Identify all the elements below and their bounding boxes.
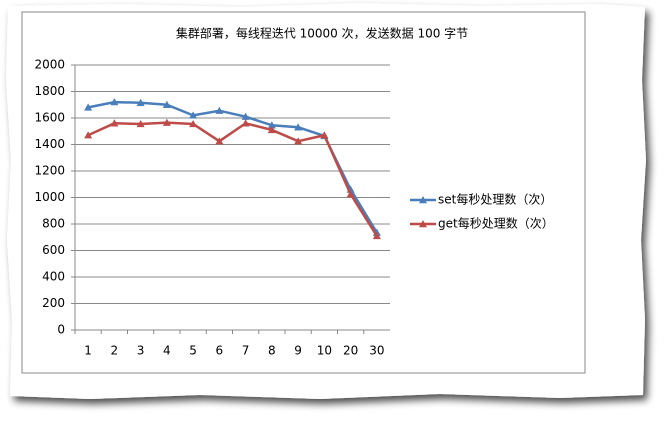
x-tick-label: 10 — [317, 344, 332, 358]
x-tick-label: 3 — [137, 344, 145, 358]
y-tick-label: 1200 — [34, 164, 65, 178]
y-tick-label: 1000 — [34, 190, 65, 204]
point-marker — [241, 112, 250, 120]
point-marker — [241, 119, 250, 127]
chart-title: 集群部署，每线程迭代 10000 次，发送数据 100 字节 — [176, 26, 468, 41]
legend-marker — [419, 196, 427, 204]
point-marker — [189, 111, 198, 119]
y-tick-label: 1400 — [34, 137, 65, 151]
point-marker — [294, 137, 303, 145]
point-marker — [346, 190, 355, 198]
x-tick-label: 8 — [268, 344, 276, 358]
y-tick-label: 200 — [42, 296, 65, 310]
y-tick-label: 1600 — [34, 111, 65, 125]
point-marker — [110, 98, 119, 106]
point-marker — [267, 125, 276, 134]
y-tick-label: 1800 — [34, 84, 65, 98]
x-tick-label: 6 — [216, 344, 224, 358]
legend-label: get每秒处理数（次） — [438, 216, 554, 231]
point-marker — [84, 103, 93, 111]
point-marker — [372, 231, 381, 240]
y-tick-label: 2000 — [34, 58, 65, 72]
point-marker — [215, 106, 224, 114]
point-marker — [136, 98, 145, 106]
x-tick-label: 4 — [163, 344, 171, 358]
y-tick-label: 600 — [42, 243, 65, 257]
y-tick-label: 0 — [57, 323, 65, 337]
x-tick-label: 5 — [189, 344, 197, 358]
x-tick-label: 2 — [111, 344, 119, 358]
y-tick-label: 400 — [42, 270, 65, 284]
legend-marker — [419, 220, 427, 228]
plot-area: 0 200 400 600 800 1000 1200 1400 1600 1800 2000 1 2 3… — [34, 58, 553, 358]
point-marker — [162, 100, 171, 108]
point-marker — [110, 119, 119, 127]
chart-frame — [21, 11, 586, 374]
point-marker — [320, 131, 329, 139]
point-marker — [267, 121, 276, 129]
x-tick-label: 1 — [84, 344, 92, 358]
point-marker — [136, 119, 145, 128]
x-tick-label: 9 — [294, 344, 302, 358]
x-tick-label: 7 — [242, 344, 250, 358]
point-marker — [84, 131, 93, 139]
point-marker — [215, 137, 224, 145]
point-marker — [189, 119, 198, 128]
x-tick-label: 20 — [343, 344, 358, 358]
point-marker — [294, 123, 303, 131]
legend-label: set每秒处理数（次） — [438, 192, 552, 207]
series-line — [87, 121, 378, 237]
x-tick-label: 30 — [369, 344, 384, 358]
y-tick-label: 800 — [42, 217, 65, 231]
point-marker — [162, 118, 171, 126]
